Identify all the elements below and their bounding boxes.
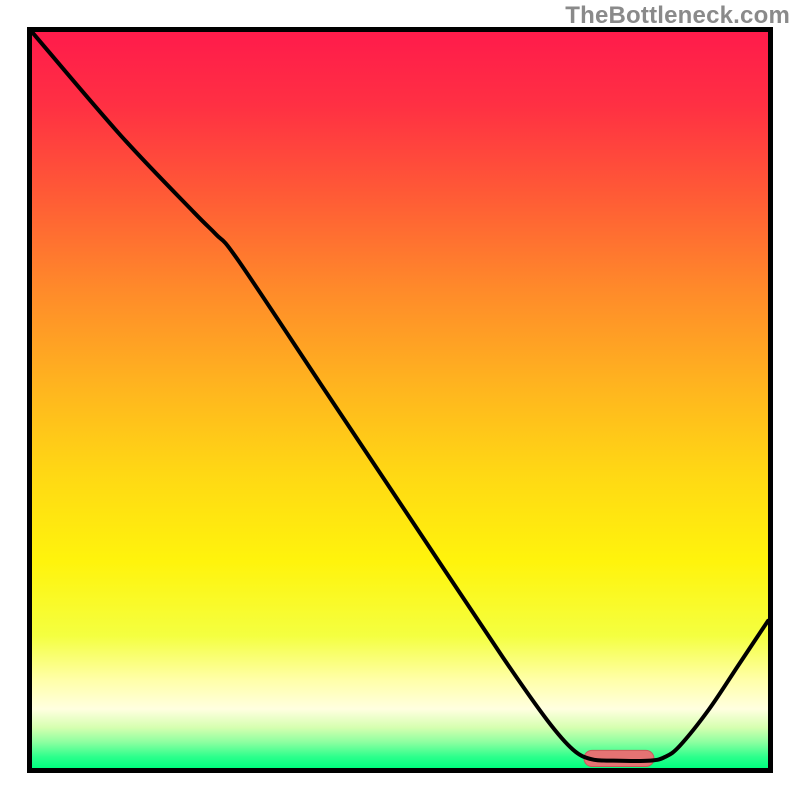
watermark-text: TheBottleneck.com [565, 2, 790, 30]
chart-stage: TheBottleneck.com [0, 0, 800, 800]
chart-svg [0, 0, 800, 800]
plot-background-gradient [32, 32, 768, 768]
